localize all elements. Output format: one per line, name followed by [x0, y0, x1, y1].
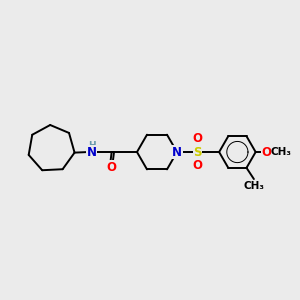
Text: S: S — [194, 146, 202, 158]
Text: N: N — [87, 146, 97, 158]
Text: CH₃: CH₃ — [271, 147, 292, 157]
Text: O: O — [193, 132, 202, 145]
Text: N: N — [172, 146, 182, 158]
Text: H: H — [88, 141, 95, 150]
Text: O: O — [193, 159, 202, 172]
Text: O: O — [262, 146, 272, 158]
Text: O: O — [106, 161, 116, 174]
Text: CH₃: CH₃ — [243, 181, 264, 190]
